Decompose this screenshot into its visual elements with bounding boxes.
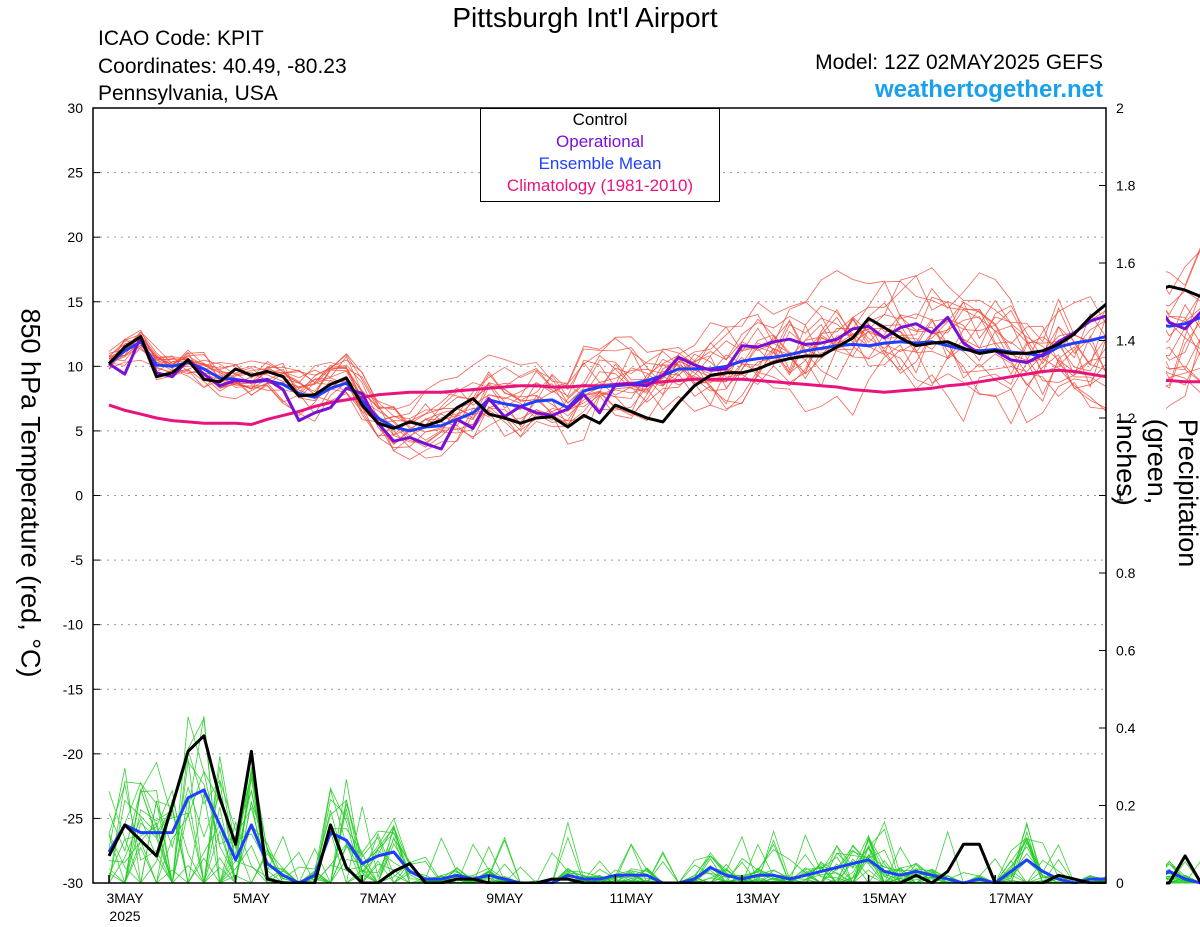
y-tick-label-right: 0 <box>1116 875 1124 891</box>
x-tick-label: 11MAY <box>609 890 653 906</box>
y-tick-label-left: 20 <box>67 229 83 245</box>
temperature-member-line <box>108 296 1200 452</box>
y-tick-label-right: 1.8 <box>1116 178 1136 194</box>
y-tick-label-left: -30 <box>63 875 83 891</box>
legend-climatology: Climatology (1981-2010) <box>506 176 694 195</box>
temperature-member-line <box>108 250 1200 445</box>
temperature-members <box>108 247 1200 460</box>
gridlines <box>93 172 1106 819</box>
bottom-margin <box>93 884 1106 927</box>
precip-members <box>108 716 1200 885</box>
temperature-control-line <box>107 284 1200 430</box>
legend-control: Control <box>572 110 628 129</box>
temperature-member-line <box>108 247 1200 411</box>
y-tick-label-left: -20 <box>63 746 83 762</box>
temperature-member-line <box>108 296 1200 433</box>
y-tick-label-left: 10 <box>67 358 83 374</box>
x-tick-label: 3MAY <box>106 890 144 906</box>
x-tick-sublabel: 2025 <box>109 908 140 924</box>
y-tick-label-left: -10 <box>63 617 83 633</box>
y-tick-label-right: 2 <box>1116 100 1124 116</box>
y-tick-label-left: 0 <box>75 488 83 504</box>
y-axis-label-left: 850 hPa Temperature (red, °C) <box>15 308 46 678</box>
website-link[interactable]: weathertogether.net <box>874 76 1103 103</box>
y-tick-label-right: 1 <box>1116 488 1124 504</box>
climatology-line <box>108 368 1200 426</box>
temperature-member-line <box>108 288 1200 437</box>
right-margin <box>1106 88 1166 923</box>
y-tick-label-right: 0.2 <box>1116 798 1136 814</box>
y-tick-label-left: -25 <box>63 810 83 826</box>
left-margin <box>0 88 93 923</box>
x-tick-label: 13MAY <box>736 890 782 906</box>
y-tick-label-right: 0.6 <box>1116 643 1136 659</box>
legend: Control Operational Ensemble Mean Climat… <box>480 108 720 202</box>
y-tick-label-left: 15 <box>67 294 83 310</box>
x-tick-label: 17MAY <box>989 890 1035 906</box>
x-tick-label: 9MAY <box>486 890 524 906</box>
y-tick-label-left: 30 <box>67 100 83 116</box>
x-tick-label: 15MAY <box>862 890 908 906</box>
model-run: Model: 12Z 02MAY2025 GEFS <box>815 51 1103 74</box>
region: Pennsylvania, USA <box>98 82 278 105</box>
precip-member-line <box>109 800 1200 884</box>
y-tick-label-right: 1.6 <box>1116 255 1136 271</box>
temperature-member-line <box>108 267 1200 440</box>
icao-code: ICAO Code: KPIT <box>98 27 264 50</box>
x-tick-label: 7MAY <box>360 890 398 906</box>
x-tick-label: 5MAY <box>233 890 271 906</box>
precip-member-line <box>108 800 1200 884</box>
y-tick-label-right: 1.4 <box>1116 333 1136 349</box>
y-tick-label-right: 0.8 <box>1116 565 1136 581</box>
y-tick-label-left: -5 <box>71 552 84 568</box>
chart-title: Pittsburgh Int'l Airport <box>452 2 718 33</box>
coordinates: Coordinates: 40.49, -80.23 <box>98 55 347 78</box>
temperature-member-line <box>108 295 1200 445</box>
y-axis-label-right: 6-hour Precipitation (green, inches) <box>1111 418 1200 568</box>
y-tick-label-left: 25 <box>67 165 83 181</box>
y-tick-label-right: 1.2 <box>1116 410 1136 426</box>
y-tick-label-right: 0.4 <box>1116 720 1136 736</box>
temperature-member-line <box>108 249 1200 436</box>
legend-operational: Operational <box>556 132 644 151</box>
legend-ensemble-mean: Ensemble Mean <box>538 154 662 173</box>
y-tick-label-left: 5 <box>75 423 83 439</box>
temperature-member-line <box>108 305 1200 422</box>
y-tick-label-left: -15 <box>63 681 83 697</box>
